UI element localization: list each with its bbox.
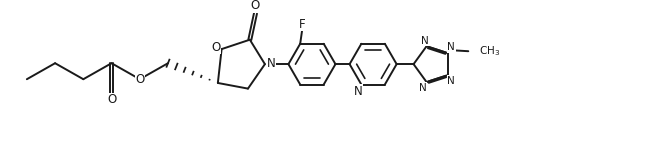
Text: N: N	[421, 36, 428, 46]
Text: O: O	[135, 73, 145, 86]
Text: N: N	[354, 85, 363, 98]
Text: O: O	[107, 93, 116, 106]
Text: N: N	[447, 42, 455, 52]
Text: CH$_3$: CH$_3$	[479, 44, 500, 58]
Text: N: N	[267, 57, 276, 70]
Text: O: O	[251, 0, 260, 12]
Text: O: O	[211, 41, 220, 54]
Text: F: F	[299, 17, 305, 30]
Text: N: N	[447, 76, 455, 86]
Text: N: N	[419, 83, 426, 93]
